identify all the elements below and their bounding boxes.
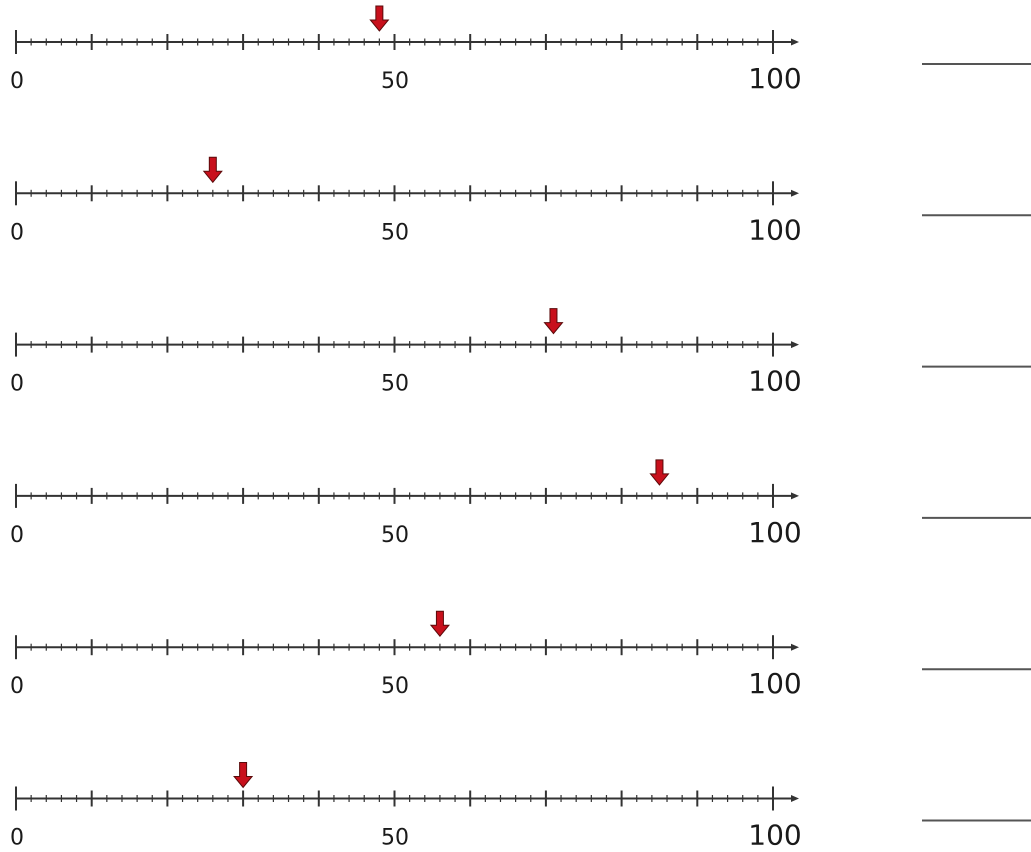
axis-end-arrow-icon (791, 341, 799, 349)
tick-label: 0 (10, 372, 24, 397)
down-arrow-marker-icon (369, 5, 390, 32)
axis-end-arrow-icon (791, 189, 799, 197)
down-arrow-marker-icon (649, 459, 670, 486)
tick-label: 50 (381, 372, 409, 397)
tick-label: 0 (10, 220, 24, 245)
tick-label: 100 (748, 667, 801, 700)
tick-label: 100 (748, 365, 801, 398)
tick-label: 50 (381, 523, 409, 548)
tick-label: 50 (381, 674, 409, 699)
tick-label: 100 (748, 213, 801, 246)
axis-end-arrow-icon (791, 38, 799, 46)
tick-label: 100 (748, 516, 801, 549)
down-arrow-marker-icon (202, 156, 223, 184)
exercise-row: 0 50 100 (10, 610, 1031, 700)
down-arrow-marker-icon (543, 308, 564, 335)
tick-label: 0 (10, 674, 24, 699)
tick-label: 50 (381, 220, 409, 245)
tick-label: 50 (381, 826, 409, 851)
tick-label: 100 (748, 62, 801, 95)
exercise-row: 0 50 100 (10, 308, 1031, 398)
exercise-row: 0 50 100 (10, 156, 1031, 246)
tick-label: 0 (10, 826, 24, 851)
down-arrow-marker-icon (233, 762, 254, 789)
exercise-row: 0 50 100 (10, 5, 1031, 95)
axis-end-arrow-icon (791, 643, 799, 651)
exercise-row: 0 50 100 (10, 762, 1031, 852)
axis-end-arrow-icon (791, 795, 799, 802)
exercise-row: 0 50 100 (10, 459, 1031, 549)
tick-label: 100 (748, 819, 801, 852)
tick-label: 0 (10, 523, 24, 548)
down-arrow-marker-icon (429, 610, 450, 637)
axis-end-arrow-icon (791, 492, 799, 500)
tick-label: 0 (10, 69, 24, 94)
tick-label: 50 (381, 69, 409, 94)
